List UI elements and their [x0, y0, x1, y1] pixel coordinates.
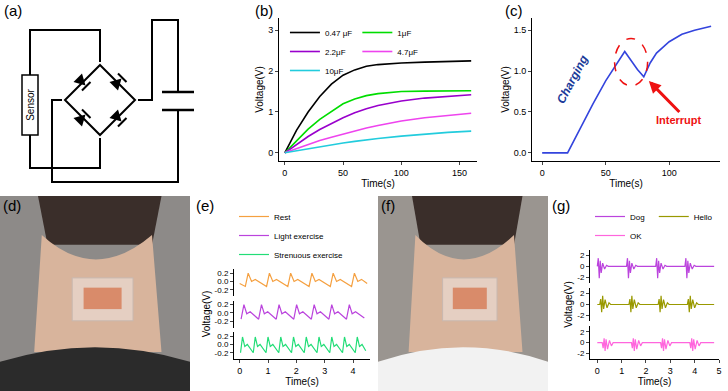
svg-text:Interrupt: Interrupt: [656, 114, 702, 126]
svg-text:0.0: 0.0: [217, 340, 229, 349]
svg-text:1μF: 1μF: [397, 29, 411, 38]
html-text:(b): (b): [255, 2, 274, 19]
svg-text:0.0: 0.0: [217, 277, 229, 286]
svg-text:Light exercise: Light exercise: [274, 232, 324, 241]
svg-text:Rest: Rest: [274, 213, 291, 222]
svg-text:1: 1: [619, 366, 624, 376]
svg-text:1.5: 1.5: [514, 25, 527, 35]
svg-text:100: 100: [662, 168, 677, 178]
svg-text:100: 100: [394, 168, 409, 178]
svg-text:-2: -2: [577, 311, 585, 320]
svg-text:Voltage(V): Voltage(V): [201, 291, 212, 338]
svg-text:0: 0: [237, 366, 242, 376]
svg-text:0.47 μF: 0.47 μF: [325, 29, 352, 38]
svg-text:Time(s): Time(s): [638, 376, 672, 387]
svg-text:0.2: 0.2: [217, 332, 229, 341]
svg-text:2: 2: [643, 366, 648, 376]
svg-text:-2: -2: [577, 273, 585, 282]
svg-text:Voltage(V): Voltage(V): [563, 281, 574, 328]
svg-text:2: 2: [580, 328, 585, 337]
html-text:(g): (g): [552, 197, 571, 214]
svg-text:3: 3: [668, 366, 673, 376]
svg-text:0.5: 0.5: [514, 107, 527, 117]
svg-text:0.0: 0.0: [217, 309, 229, 318]
svg-text:4: 4: [350, 366, 355, 376]
svg-text:1.0: 1.0: [514, 66, 527, 76]
html-text:(e): (e): [196, 197, 215, 214]
svg-text:50: 50: [338, 168, 348, 178]
svg-text:0: 0: [282, 168, 287, 178]
svg-text:0.2: 0.2: [217, 300, 229, 309]
svg-text:0: 0: [580, 338, 585, 347]
svg-text:-0.2: -0.2: [215, 349, 229, 358]
svg-text:50: 50: [601, 168, 611, 178]
svg-text:2: 2: [580, 251, 585, 260]
svg-text:0: 0: [268, 148, 273, 158]
svg-text:0: 0: [580, 262, 585, 271]
svg-text:Time(s): Time(s): [285, 376, 319, 387]
svg-text:Voltage(V): Voltage(V): [254, 66, 265, 113]
svg-text:4: 4: [692, 366, 697, 376]
svg-text:Time(s): Time(s): [361, 178, 395, 189]
svg-text:2: 2: [294, 366, 299, 376]
svg-text:-0.2: -0.2: [215, 286, 229, 295]
svg-text:-2: -2: [577, 349, 585, 358]
svg-text:0.0: 0.0: [514, 148, 527, 158]
html-text:(d): (d): [3, 197, 22, 214]
html-text:(c): (c): [505, 2, 523, 19]
svg-text:Sensor: Sensor: [25, 88, 36, 120]
html-text:(f): (f): [381, 197, 396, 214]
svg-text:150: 150: [452, 168, 467, 178]
svg-text:0: 0: [540, 168, 545, 178]
svg-text:1: 1: [265, 366, 270, 376]
svg-text:0: 0: [595, 366, 600, 376]
svg-text:2: 2: [580, 289, 585, 298]
svg-text:Strenuous exercise: Strenuous exercise: [274, 251, 343, 260]
svg-text:3: 3: [268, 25, 273, 35]
svg-text:Voltage(V): Voltage(V): [500, 66, 511, 113]
svg-text:Charging: Charging: [554, 52, 591, 106]
svg-text:Dog: Dog: [630, 213, 645, 222]
svg-text:3: 3: [322, 366, 327, 376]
svg-text:2: 2: [268, 66, 273, 76]
svg-text:4.7μF: 4.7μF: [397, 48, 418, 57]
svg-text:OK: OK: [630, 232, 642, 241]
svg-text:2.2μF: 2.2μF: [325, 48, 346, 57]
svg-text:-0.2: -0.2: [215, 317, 229, 326]
svg-text:Time(s): Time(s): [609, 178, 643, 189]
html-text:(a): (a): [4, 2, 23, 19]
svg-text:1: 1: [268, 107, 273, 117]
svg-text:0: 0: [580, 300, 585, 309]
svg-text:10μF: 10μF: [325, 67, 344, 76]
svg-text:5: 5: [716, 366, 721, 376]
svg-text:0.2: 0.2: [217, 269, 229, 278]
svg-text:Hello: Hello: [694, 213, 713, 222]
